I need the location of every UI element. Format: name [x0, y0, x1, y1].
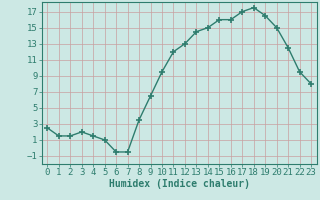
X-axis label: Humidex (Indice chaleur): Humidex (Indice chaleur)	[109, 179, 250, 189]
